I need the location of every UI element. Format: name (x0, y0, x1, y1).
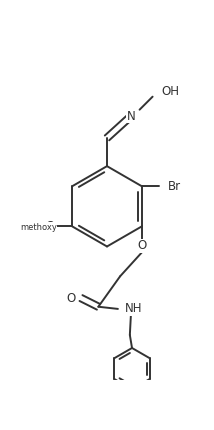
Text: OH: OH (161, 85, 179, 98)
Text: NH: NH (124, 302, 142, 316)
Text: O: O (46, 220, 55, 233)
Text: methoxy: methoxy (20, 223, 57, 232)
Text: Br: Br (168, 180, 181, 193)
Text: O: O (137, 240, 146, 252)
Text: O: O (66, 292, 76, 304)
Text: N: N (126, 110, 135, 123)
